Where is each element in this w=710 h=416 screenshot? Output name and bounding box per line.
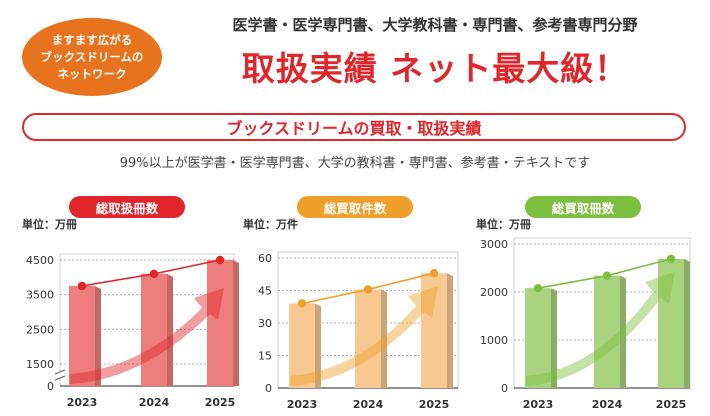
bar [525,288,551,388]
trend-point [149,269,159,279]
chart-panel-purchase-count: 総買取件数 単位：万件 0 15 30 45 60 2023 2024 2025 [240,196,470,416]
bar-side [620,275,626,388]
trend-point [429,268,439,278]
description-text: 99%以上が医学書・医学専門書、大学の教科書・専門書、参考書・テキストです [119,156,591,171]
badge-line-1: ますます広がる [51,32,133,47]
header-headline: 取扱実績 ネット最大級！ [241,49,629,88]
growth-arrow [290,286,438,386]
chart-unit-label: 単位：万冊 [476,218,531,231]
chart-unit-label: 単位：万件 [243,218,298,231]
x-tick-label: 2025 [656,398,687,411]
trend-point [533,283,543,293]
bar-side [381,289,387,388]
chart-purchase-count: 0 15 30 45 60 2023 2024 2025 [258,251,459,411]
chart-title-pill: 総買取冊数 [525,196,641,218]
chart-panel-total-handled: 総取扱冊数 単位：万冊 0 1500 2500 3500 4500 2023 2024 202… [12,196,242,416]
trend-point [666,254,676,264]
y-tick-label: 0 [501,382,508,395]
axis-break-mark [54,369,66,375]
x-tick-label: 2024 [353,398,384,411]
bar-side [167,273,173,386]
bar-side [447,273,453,388]
bar-side [684,258,690,388]
bar [658,258,684,388]
trend-point [602,271,612,280]
x-tick-label: 2024 [592,398,623,411]
banner-title: ブックスドリームの買取・取扱実績 [226,119,482,138]
bar [355,289,381,388]
y-tick-label: 1000 [480,334,508,347]
bar [594,275,620,388]
y-tick-label: 2500 [26,323,54,336]
axis-break-mark [54,375,66,381]
growth-arrow [526,272,675,386]
bar-side [95,286,101,386]
trend-point [363,285,373,294]
trend-point [77,281,87,291]
bar [289,303,315,388]
bar-side [551,288,557,388]
trend-point [215,255,225,265]
bar [141,273,167,386]
x-tick-label: 2025 [419,398,450,411]
bar-side [315,303,321,388]
chart-purchase-books: 0 1000 2000 3000 2023 2024 2025 [480,237,691,411]
chart-title-pill: 総取扱冊数 [69,196,185,218]
badge-line-2: ブックスドリームの [40,49,144,64]
y-tick-label: 4500 [26,254,54,267]
results-banner: ブックスドリームの買取・取扱実績 [22,113,686,141]
chart-panel-purchase-books: 総買取冊数 単位：万冊 0 1000 2000 3000 2023 2024 2025 [468,196,698,416]
axis-break-gap [56,372,64,378]
y-tick-label: 45 [258,285,272,298]
trend-point [297,299,307,308]
x-tick-label: 2024 [139,396,170,409]
y-tick-label: 3000 [480,238,508,251]
y-tick-label: 1500 [26,358,54,371]
x-tick-label: 2023 [287,398,318,411]
y-tick-label: 15 [258,350,272,363]
x-tick-label: 2023 [523,398,554,411]
chart-total-handled: 0 1500 2500 3500 4500 2023 2024 2025 [26,253,239,409]
badge-line-3: ネットワーク [57,66,127,81]
y-tick-label: 0 [47,380,54,393]
y-tick-label: 2000 [480,286,508,299]
y-tick-label: 0 [265,382,272,395]
y-tick-label: 30 [258,317,272,330]
x-tick-label: 2023 [67,396,98,409]
header-subtitle: 医学書・医学専門書、大学教科書・専門書、参考書専門分野 [232,16,638,34]
bar [421,273,447,388]
bar [207,260,233,386]
chart-unit-label: 単位：万冊 [22,218,77,231]
network-badge: ますます広がる ブックスドリームの ネットワーク [22,18,162,96]
bar-side [233,260,239,386]
y-tick-label: 60 [258,252,272,265]
x-tick-label: 2025 [205,396,236,409]
chart-title-pill: 総買取件数 [297,196,413,218]
y-tick-label: 3500 [26,289,54,302]
growth-arrow [70,288,224,384]
bar [69,286,95,386]
